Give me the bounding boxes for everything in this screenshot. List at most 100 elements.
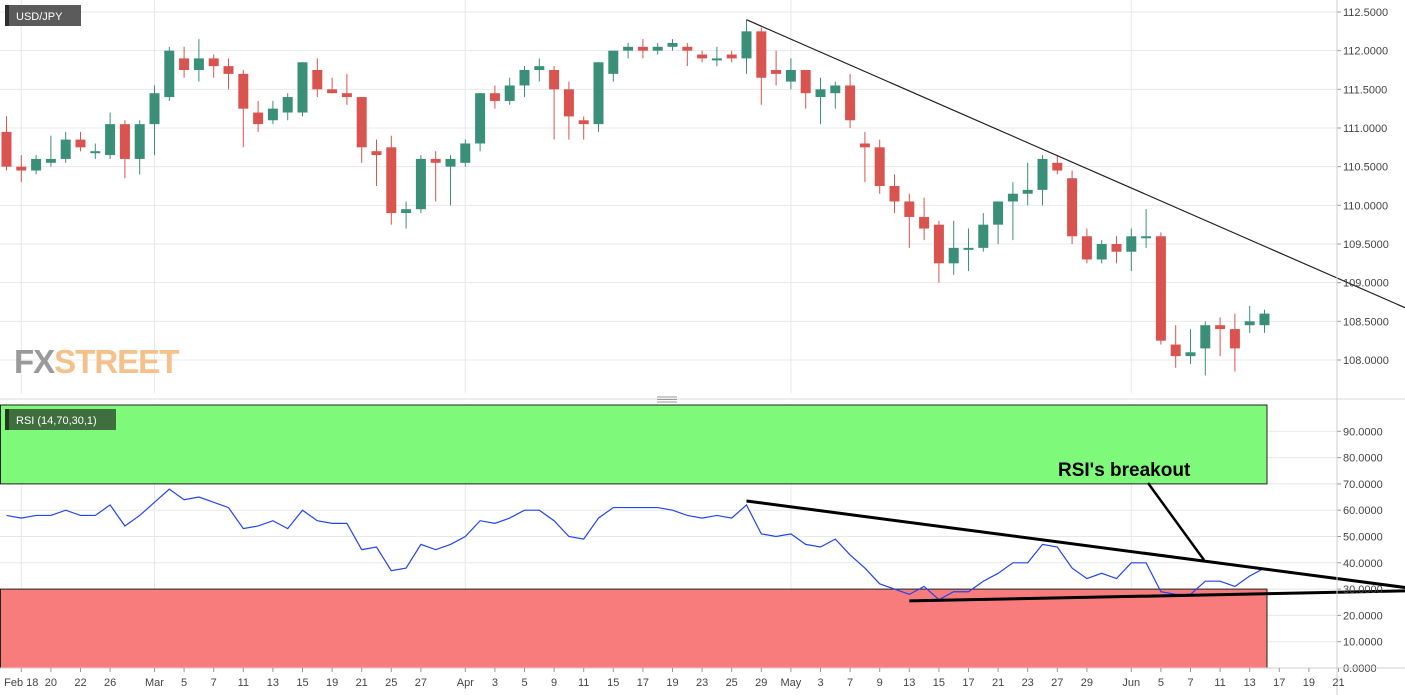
candle-body (371, 151, 382, 156)
candle-body (297, 62, 308, 113)
x-tick-label: 21 (356, 677, 368, 689)
candle-body (859, 143, 870, 148)
rsi-y-tick-label: 20.0000 (1343, 610, 1383, 622)
candle-body (1096, 244, 1107, 260)
candle-body (1215, 325, 1226, 330)
x-tick-label: 17 (1273, 677, 1285, 689)
candle-body (1022, 189, 1033, 194)
price-y-tick-label: 110.0000 (1343, 200, 1388, 212)
candle-body (1141, 236, 1152, 239)
x-tick-label: 9 (877, 677, 883, 689)
candle-body (904, 201, 915, 217)
candle-body (682, 46, 693, 51)
candle-body (1200, 325, 1211, 349)
candle-body (771, 70, 782, 74)
candle-body (697, 54, 708, 59)
x-tick-label: 5 (521, 677, 527, 689)
x-tick-label: Mar (145, 677, 164, 689)
candle-body (415, 158, 426, 210)
candle-body (208, 58, 219, 67)
rsi-y-tick-label: 30.0000 (1343, 584, 1383, 596)
watermark-part1: FX (14, 343, 55, 380)
candle-body (519, 70, 530, 86)
candle-body (756, 31, 767, 78)
rsi-line (6, 488, 1265, 601)
candle-body (119, 124, 130, 159)
price-y-tick-label: 111.0000 (1343, 123, 1387, 135)
candle-body (149, 93, 160, 125)
candle-body (327, 89, 338, 94)
rsi-y-axis: 0.0000 10.0000 20.0000 30.0000 40.0000 50.000… (1337, 426, 1383, 675)
candle-body (549, 70, 560, 90)
candle-body (504, 85, 515, 101)
candle-body (593, 62, 604, 125)
candle-body (623, 46, 634, 51)
x-tick-label: 7 (211, 677, 217, 689)
candle-body (134, 124, 145, 159)
candle-body (1244, 321, 1255, 326)
instrument-label: USD/JPY (16, 11, 63, 23)
candle-body (800, 70, 811, 94)
x-tick-label: 29 (1081, 677, 1093, 689)
candle-body (460, 143, 471, 163)
x-tick-label: 13 (903, 677, 915, 689)
candle-body (563, 89, 574, 117)
price-candles (1, 19, 1270, 376)
x-tick-label: 17 (962, 677, 974, 689)
candle-body (475, 93, 486, 144)
x-tick-label: 19 (326, 677, 338, 689)
x-tick-label: 25 (726, 677, 738, 689)
x-tick-label: 22 (74, 677, 86, 689)
candle-body (312, 70, 323, 90)
candle-body (652, 46, 663, 51)
rsi-y-tick-label: 70.0000 (1343, 479, 1383, 491)
price-panel: 108.0000 108.5000 109.0000 109.5000 110.0000… (0, 0, 1405, 393)
rsi-oversold-zone (0, 588, 1268, 669)
panel-resize-handle[interactable] (650, 394, 680, 404)
x-tick-label: 19 (1303, 677, 1315, 689)
candle-body (253, 112, 264, 125)
candle-body (1185, 352, 1196, 357)
candle-body (1081, 236, 1092, 260)
candle-body (489, 93, 500, 101)
candle-body (845, 85, 856, 121)
candle-body (1067, 178, 1078, 237)
candle-body (667, 42, 678, 47)
candle-body (16, 166, 27, 171)
candle-body (726, 54, 737, 59)
price-trendline (746, 19, 1405, 309)
rsi-y-tick-label: 80.0000 (1343, 453, 1383, 465)
x-tick-label: 5 (181, 677, 187, 689)
rsi-label: RSI (14,70,30,1) (16, 415, 97, 427)
candle-body (1126, 236, 1137, 252)
candle-body (1170, 344, 1181, 357)
candle-body (75, 139, 86, 148)
rsi-annotation-text: RSI's breakout (1058, 460, 1191, 481)
candle-body (238, 73, 249, 109)
candle-body (1229, 329, 1240, 349)
x-tick-label: 27 (415, 677, 427, 689)
x-tick-label: 19 (666, 677, 678, 689)
rsi-overbought-zone (0, 404, 1268, 485)
x-axis: Feb 18 20 22 26 Mar 5 7 11 13 15 19 21 25 27 Apr 3 5 9 11 1… (4, 668, 1345, 689)
x-tick-label: 29 (755, 677, 767, 689)
candle-body (741, 31, 752, 59)
candle-body (933, 224, 944, 264)
rsi-y-tick-label: 90.0000 (1343, 426, 1383, 438)
candle-body (608, 50, 619, 74)
price-y-tick-label: 110.5000 (1343, 162, 1388, 174)
candle-body (830, 85, 841, 94)
candle-body (31, 158, 42, 171)
price-y-tick-label: 112.5000 (1343, 7, 1388, 19)
candle-body (963, 247, 974, 250)
price-panel-bg (0, 0, 1337, 393)
x-tick-label: 26 (104, 677, 116, 689)
x-tick-label: 11 (238, 677, 249, 689)
x-tick-label: 23 (696, 677, 708, 689)
candle-body (637, 46, 648, 51)
candle-body (948, 247, 959, 264)
candle-body (223, 66, 234, 74)
price-y-tick-label: 109.0000 (1343, 278, 1389, 290)
x-tick-label: Apr (457, 677, 474, 689)
x-tick-label: 3 (817, 677, 823, 689)
